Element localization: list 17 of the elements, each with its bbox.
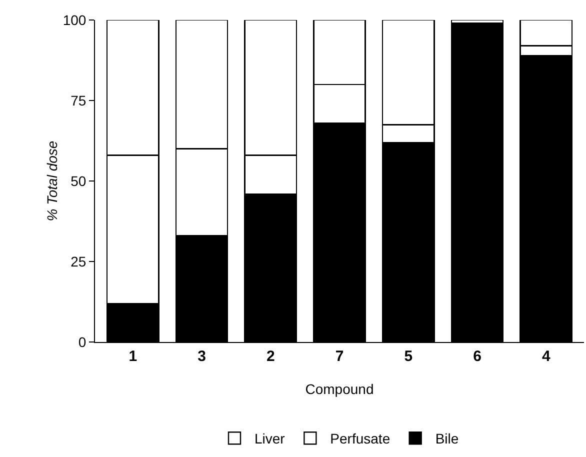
y-axis-title: % Total dose [44,140,60,222]
legend-label: Bile [435,430,459,447]
x-axis-title: Compound [305,381,374,397]
x-tick-label: 4 [542,348,551,365]
legend-label: Liver [254,430,286,447]
x-tick-label: 7 [335,348,344,365]
y-tick-label: 75 [70,92,86,108]
x-tick-label: 5 [404,348,413,365]
x-tick-label: 6 [473,348,482,365]
y-tick-label: 25 [70,253,86,270]
x-tick-label: 1 [128,348,138,365]
x-tick-label: 3 [198,348,206,365]
legend-label: Perfusate [330,430,390,447]
y-tick-label: 0 [78,334,86,350]
y-tick-label: 50 [70,172,86,189]
x-tick-label: 2 [266,348,275,365]
y-tick-label: 100 [62,12,86,28]
